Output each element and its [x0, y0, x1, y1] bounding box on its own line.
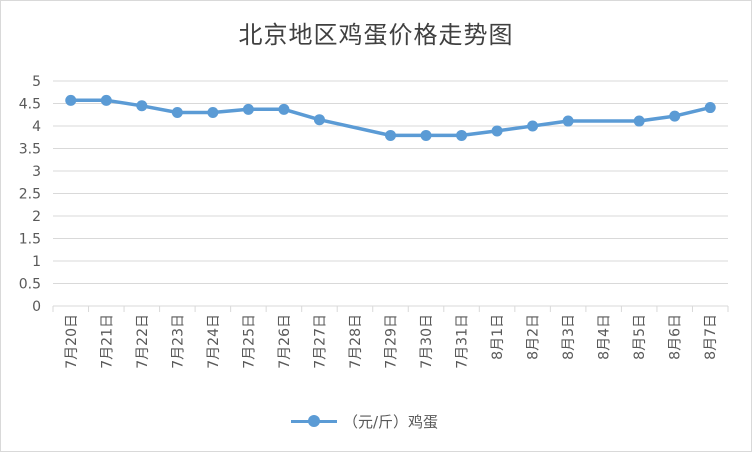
- x-tick-label: 8月2日: [526, 314, 542, 360]
- legend-marker-icon: [291, 411, 337, 431]
- x-tick-label: 7月30日: [419, 314, 435, 369]
- data-point: [669, 110, 681, 122]
- data-point: [65, 94, 77, 106]
- data-point: [385, 129, 396, 141]
- y-tick-label: 2.5: [19, 187, 41, 203]
- y-tick-label: 0.5: [19, 277, 41, 293]
- y-tick-label: 4: [32, 119, 41, 135]
- data-point: [242, 103, 254, 115]
- y-tick-label: 1.5: [19, 232, 41, 248]
- y-tick-label: 0: [32, 299, 41, 315]
- data-point: [171, 107, 183, 118]
- y-tick-label: 4.5: [19, 97, 41, 113]
- data-point: [491, 125, 503, 137]
- data-point: [562, 115, 574, 127]
- x-tick-label: 7月29日: [384, 314, 400, 369]
- data-point: [420, 129, 432, 141]
- x-tick-label: 7月24日: [206, 314, 222, 369]
- y-tick-label: 3: [32, 164, 41, 180]
- x-tick-label: 7月23日: [170, 314, 186, 369]
- legend: （元/斤）鸡蛋: [291, 409, 438, 433]
- data-point: [704, 102, 716, 114]
- y-tick-label: 3.5: [19, 142, 41, 158]
- data-point: [527, 120, 539, 132]
- x-tick-label: 8月4日: [597, 314, 613, 360]
- x-tick-label: 8月1日: [490, 314, 506, 360]
- data-point: [456, 129, 468, 141]
- chart-title: 北京地区鸡蛋价格走势图: [238, 21, 514, 49]
- x-tick-label: 7月20日: [64, 314, 80, 369]
- data-point: [633, 115, 645, 127]
- data-point: [278, 103, 290, 115]
- data-point: [313, 114, 325, 126]
- x-tick-label: 8月3日: [561, 314, 577, 360]
- y-tick-label: 5: [32, 74, 41, 90]
- x-tick-label: 7月21日: [99, 314, 115, 369]
- legend-label: （元/斤）鸡蛋: [343, 412, 439, 431]
- x-tick-label: 7月28日: [348, 314, 364, 369]
- x-tick-label: 8月6日: [668, 314, 684, 360]
- x-tick-label: 8月5日: [632, 314, 648, 360]
- data-point: [100, 94, 112, 106]
- x-tick-label: 7月26日: [277, 314, 293, 369]
- data-point: [136, 100, 148, 112]
- data-point: [207, 107, 219, 118]
- x-tick-label: 7月25日: [241, 314, 257, 369]
- x-tick-label: 8月7日: [703, 314, 719, 360]
- y-tick-label: 1: [32, 254, 41, 270]
- x-tick-label: 7月27日: [312, 314, 328, 369]
- x-tick-label: 7月31日: [455, 314, 471, 369]
- y-tick-label: 2: [32, 209, 41, 225]
- x-tick-label: 7月22日: [135, 314, 151, 369]
